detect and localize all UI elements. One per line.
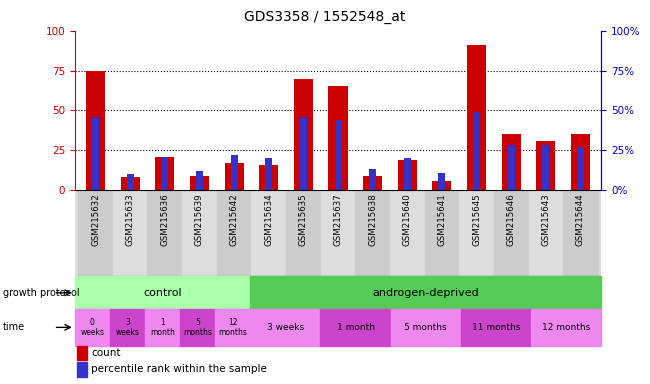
Bar xyxy=(190,176,209,190)
Text: GSM215636: GSM215636 xyxy=(161,194,169,246)
Bar xyxy=(320,309,391,346)
Bar xyxy=(577,147,584,190)
Bar xyxy=(460,190,494,276)
Bar xyxy=(536,141,555,190)
Bar xyxy=(390,190,424,276)
Text: GSM215644: GSM215644 xyxy=(576,194,585,246)
Text: GSM215639: GSM215639 xyxy=(195,194,204,246)
Text: GSM215638: GSM215638 xyxy=(368,194,377,246)
Bar xyxy=(502,134,521,190)
Bar xyxy=(113,190,148,276)
Bar xyxy=(180,309,215,346)
Bar xyxy=(250,309,320,346)
Bar xyxy=(92,117,99,190)
Bar xyxy=(78,190,113,276)
Bar xyxy=(259,165,278,190)
Bar xyxy=(286,190,320,276)
Bar xyxy=(398,160,417,190)
Bar xyxy=(161,157,168,190)
Bar xyxy=(182,190,216,276)
Bar xyxy=(391,309,461,346)
Text: GSM215642: GSM215642 xyxy=(229,194,239,246)
Text: 12 months: 12 months xyxy=(542,323,590,332)
Bar xyxy=(439,172,445,190)
Bar xyxy=(196,171,203,190)
Text: GSM215633: GSM215633 xyxy=(125,194,135,246)
Text: GDS3358 / 1552548_at: GDS3358 / 1552548_at xyxy=(244,10,406,23)
Text: 1
month: 1 month xyxy=(150,318,175,337)
Text: GSM215645: GSM215645 xyxy=(472,194,481,246)
Text: growth protocol: growth protocol xyxy=(3,288,80,298)
Bar xyxy=(294,79,313,190)
Text: control: control xyxy=(143,288,182,298)
Text: 11 months: 11 months xyxy=(472,323,520,332)
Text: time: time xyxy=(3,322,25,333)
Bar xyxy=(250,276,601,309)
Bar xyxy=(110,309,145,346)
Bar xyxy=(369,169,376,190)
Bar xyxy=(432,180,452,190)
Text: 5 months: 5 months xyxy=(404,323,447,332)
Bar xyxy=(300,117,307,190)
Text: GSM215646: GSM215646 xyxy=(507,194,515,246)
Bar xyxy=(231,155,237,190)
Text: GSM215641: GSM215641 xyxy=(437,194,447,246)
Bar xyxy=(216,190,252,276)
Bar xyxy=(320,190,356,276)
Bar xyxy=(148,190,182,276)
Bar xyxy=(571,134,590,190)
Text: 3
weeks: 3 weeks xyxy=(116,318,139,337)
Text: 12
months: 12 months xyxy=(218,318,247,337)
Text: GSM215634: GSM215634 xyxy=(264,194,273,246)
Bar xyxy=(75,276,250,309)
Bar xyxy=(121,177,140,190)
Text: 5
months: 5 months xyxy=(183,318,212,337)
Bar xyxy=(356,190,390,276)
Text: androgen-deprived: androgen-deprived xyxy=(372,288,479,298)
Bar xyxy=(531,309,601,346)
Text: 1 month: 1 month xyxy=(337,323,374,332)
Bar xyxy=(467,45,486,190)
Bar xyxy=(224,163,244,190)
Bar xyxy=(86,71,105,190)
Bar xyxy=(77,362,87,377)
Text: 0
weeks: 0 weeks xyxy=(81,318,104,337)
Bar xyxy=(155,157,174,190)
Text: GSM215635: GSM215635 xyxy=(299,194,308,246)
Bar xyxy=(461,309,531,346)
Bar xyxy=(215,309,250,346)
Bar xyxy=(528,190,563,276)
Bar xyxy=(252,190,286,276)
Text: count: count xyxy=(91,348,120,358)
Bar xyxy=(363,176,382,190)
Bar xyxy=(563,190,598,276)
Text: GSM215632: GSM215632 xyxy=(91,194,100,246)
Text: GSM215637: GSM215637 xyxy=(333,194,343,246)
Bar xyxy=(335,120,341,190)
Bar xyxy=(145,309,180,346)
Bar xyxy=(508,146,515,190)
Bar xyxy=(77,346,87,360)
Text: percentile rank within the sample: percentile rank within the sample xyxy=(91,364,267,374)
Bar xyxy=(75,309,110,346)
Text: 3 weeks: 3 weeks xyxy=(266,323,304,332)
Bar xyxy=(542,146,549,190)
Bar xyxy=(494,190,528,276)
Text: GSM215643: GSM215643 xyxy=(541,194,551,246)
Bar xyxy=(404,158,411,190)
Bar xyxy=(473,112,480,190)
Bar xyxy=(328,86,348,190)
Bar xyxy=(127,174,134,190)
Bar xyxy=(424,190,460,276)
Text: GSM215640: GSM215640 xyxy=(403,194,412,246)
Bar xyxy=(265,158,272,190)
